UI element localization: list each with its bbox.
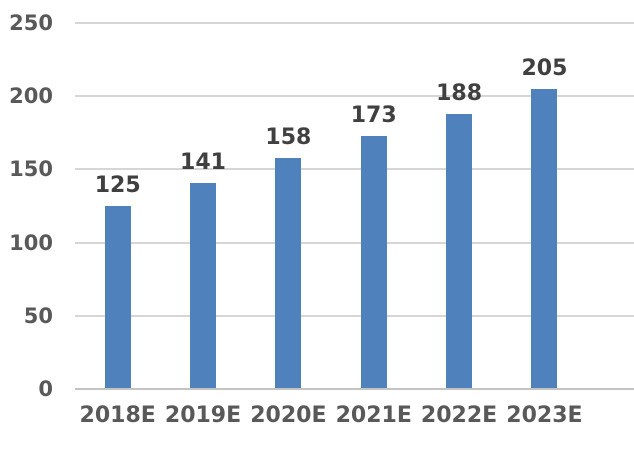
bar-2019E	[190, 182, 217, 389]
x-axis-line	[75, 388, 634, 390]
gridline	[75, 22, 634, 24]
y-tick-label: 100	[9, 230, 53, 255]
bar-2018E	[104, 206, 131, 389]
bar-value-label: 125	[94, 173, 141, 198]
x-tick-label: 2020E	[250, 403, 327, 428]
y-tick-label: 50	[23, 303, 53, 328]
bar-2022E	[446, 113, 473, 389]
x-tick-label: 2019E	[164, 403, 242, 428]
y-tick-label: 0	[38, 377, 53, 401]
bar-value-label: 188	[436, 80, 483, 106]
plot-area: 125 141 158 173 188 205	[75, 22, 634, 390]
x-tick-label: 2018E	[79, 403, 156, 428]
bar-2021E	[360, 135, 387, 389]
x-tick-label: 2021E	[335, 403, 412, 428]
bar-value-label: 205	[521, 55, 568, 81]
bar-value-label: 141	[180, 149, 226, 175]
y-tick-label: 250	[9, 11, 53, 35]
y-tick-label: 150	[9, 157, 53, 182]
gridline	[75, 168, 634, 171]
bar-2023E	[531, 88, 558, 389]
bar-value-label: 158	[265, 124, 312, 150]
x-tick-label: 2022E	[420, 403, 498, 428]
y-tick-label: 200	[9, 84, 53, 109]
bar-2020E	[275, 157, 302, 389]
gridline	[75, 314, 634, 317]
x-tick-label: 2023E	[506, 403, 583, 428]
gridline	[75, 241, 634, 244]
bar-value-label: 173	[350, 102, 397, 128]
gridline	[75, 95, 634, 98]
